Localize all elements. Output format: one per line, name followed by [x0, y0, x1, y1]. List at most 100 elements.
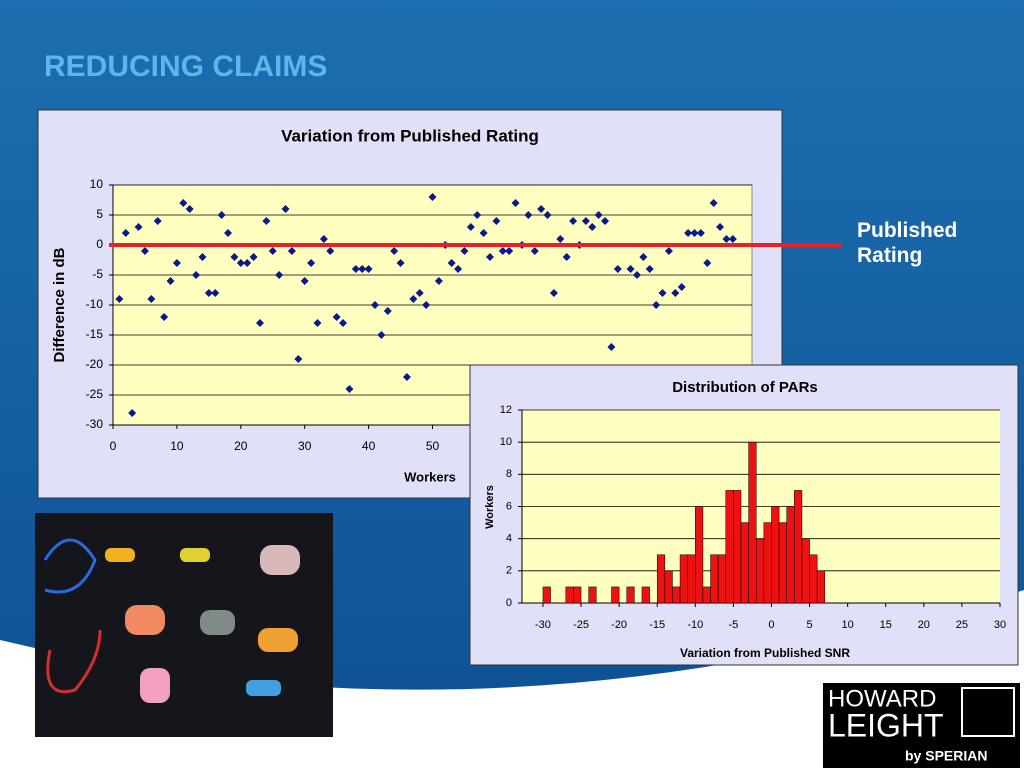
data-point [511, 199, 520, 207]
data-point [607, 343, 616, 351]
data-point [307, 259, 316, 267]
logo: HOWARD LEIGHT by SPERIAN [823, 683, 1020, 768]
x-axis-label: Variation from Published SNR [680, 646, 850, 660]
y-axis-label: Workers [484, 485, 496, 529]
bar [588, 586, 597, 604]
data-point [409, 295, 418, 303]
x-axis-label: Workers [404, 469, 456, 484]
y-tick-label: 2 [506, 565, 512, 577]
bar [611, 586, 620, 604]
x-tick-label: 30 [298, 439, 312, 453]
data-point [466, 223, 475, 231]
bar [725, 490, 734, 604]
data-point [677, 283, 686, 291]
bar [702, 586, 711, 604]
data-point [192, 271, 201, 279]
y-tick-label: 8 [506, 468, 512, 480]
data-point [703, 259, 712, 267]
bar [710, 554, 719, 604]
data-point [460, 247, 469, 255]
data-point [319, 235, 328, 243]
data-point [153, 217, 162, 225]
x-tick-label: 20 [234, 439, 248, 453]
data-point [326, 247, 335, 255]
y-tick-label: 4 [506, 533, 512, 545]
data-point [671, 289, 680, 297]
y-tick-label: -15 [86, 327, 104, 341]
x-tick-label: 15 [880, 619, 892, 631]
bar [740, 522, 749, 604]
data-point [402, 373, 411, 381]
data-point [339, 319, 348, 327]
data-point [696, 229, 705, 237]
data-point [447, 259, 456, 267]
bar [672, 586, 681, 604]
y-tick-label: 6 [506, 500, 512, 512]
bar [771, 506, 780, 604]
data-point [185, 205, 194, 213]
data-point [505, 247, 514, 255]
data-point [262, 217, 271, 225]
data-point [370, 301, 379, 309]
y-tick-label: -25 [86, 387, 104, 401]
data-point [166, 277, 175, 285]
data-point [396, 259, 405, 267]
data-point [390, 247, 399, 255]
data-point [524, 211, 533, 219]
chart-title: Variation from Published Rating [281, 126, 539, 145]
data-point [236, 259, 245, 267]
x-tick-label: 20 [918, 619, 930, 631]
y-axis-label: Difference in dB [51, 247, 68, 362]
logo-text: LEIGHT [828, 707, 944, 743]
data-point [594, 211, 603, 219]
bar [656, 554, 666, 604]
x-tick-label: 40 [362, 439, 376, 453]
x-tick-label: 5 [806, 619, 812, 631]
x-tick-label: 10 [842, 619, 854, 631]
bar [717, 554, 727, 604]
x-tick-label: -15 [649, 619, 665, 631]
data-point [601, 217, 610, 225]
bar [778, 522, 787, 604]
data-point [581, 217, 590, 225]
bar [801, 538, 810, 604]
logo-text: HOWARD [828, 685, 936, 712]
x-tick-label: 0 [110, 439, 117, 453]
bar [809, 554, 818, 604]
data-point [249, 253, 258, 261]
data-point [172, 259, 181, 267]
data-point [684, 229, 693, 237]
y-tick-label: 0 [506, 597, 512, 609]
data-point [179, 199, 188, 207]
data-point [728, 235, 737, 243]
data-point [364, 265, 373, 273]
bar [755, 538, 765, 604]
bar [641, 586, 650, 604]
x-tick-label: -10 [687, 619, 703, 631]
data-point [383, 307, 392, 315]
bar [794, 490, 803, 604]
data-point [716, 223, 725, 231]
data-point [549, 289, 558, 297]
data-point [537, 205, 546, 213]
data-point [300, 277, 309, 285]
data-point [115, 295, 124, 303]
data-point [632, 271, 641, 279]
x-tick-label: 10 [170, 439, 184, 453]
data-point [562, 253, 571, 261]
data-point [543, 211, 552, 219]
bar [664, 570, 673, 604]
data-point [294, 355, 303, 363]
y-tick-label: -20 [86, 357, 104, 371]
data-point [658, 289, 667, 297]
data-point [211, 289, 220, 297]
bar [679, 554, 688, 604]
data-point [569, 217, 578, 225]
bar [763, 522, 772, 604]
bar [565, 586, 574, 604]
x-tick-label: -5 [728, 619, 738, 631]
data-point [722, 235, 731, 243]
data-point [613, 265, 622, 273]
data-point [479, 229, 488, 237]
